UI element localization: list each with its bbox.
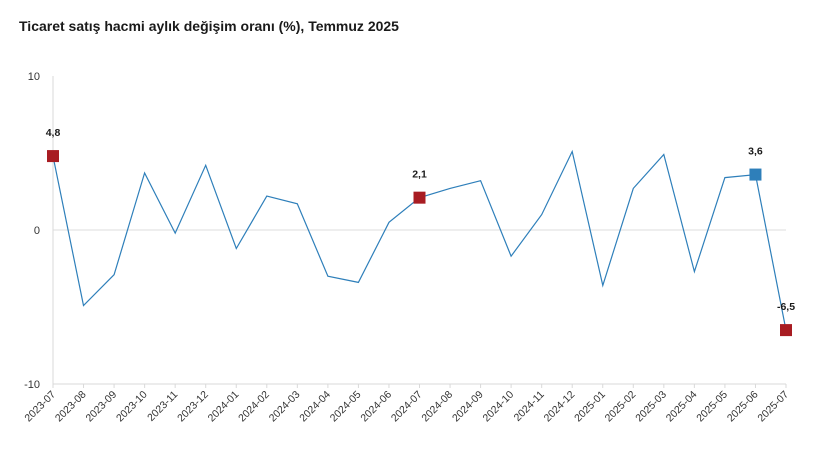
x-tick-label: 2024-06 bbox=[358, 389, 394, 425]
highlight-marker bbox=[47, 150, 59, 163]
highlight-marker bbox=[780, 324, 792, 337]
x-tick-label: 2025-01 bbox=[572, 389, 608, 425]
x-tick-label: 2024-12 bbox=[542, 389, 578, 425]
data-label: 4,8 bbox=[46, 127, 61, 139]
x-tick-label: 2024-01 bbox=[206, 389, 242, 425]
y-tick-label: 10 bbox=[28, 71, 40, 83]
x-tick-label: 2024-02 bbox=[236, 389, 272, 425]
x-tick-label: 2024-07 bbox=[389, 389, 425, 425]
highlight-marker bbox=[413, 191, 426, 204]
x-tick-label: 2024-09 bbox=[450, 389, 486, 425]
y-tick-label: -10 bbox=[24, 379, 40, 391]
axes bbox=[52, 76, 787, 388]
data-labels: 4,8 2,1 3,6 -6,5 bbox=[46, 127, 796, 313]
x-tick-label: 2024-08 bbox=[419, 389, 455, 425]
x-tick-label: 2023-09 bbox=[83, 389, 119, 425]
chart-title: Ticaret satış hacmi aylık değişim oranı … bbox=[19, 18, 399, 34]
x-tick-label: 2023-08 bbox=[53, 389, 89, 425]
data-label: 2,1 bbox=[412, 169, 427, 181]
y-tick-label: 0 bbox=[34, 225, 40, 237]
data-label: 3,6 bbox=[748, 146, 763, 158]
x-tick-label: 2023-11 bbox=[145, 389, 180, 424]
tick-labels: 100-102023-072023-082023-092023-102023-1… bbox=[22, 71, 791, 424]
x-tick-label: 2023-12 bbox=[175, 389, 211, 425]
x-tick-label: 2025-07 bbox=[755, 389, 791, 425]
data-label: -6,5 bbox=[777, 301, 795, 313]
x-tick-label: 2024-11 bbox=[512, 389, 547, 424]
x-tick-label: 2025-04 bbox=[664, 389, 700, 425]
x-tick-label: 2024-05 bbox=[328, 389, 364, 425]
x-tick-label: 2024-04 bbox=[297, 389, 333, 425]
x-tick-label: 2025-05 bbox=[694, 389, 730, 425]
x-tick-label: 2025-02 bbox=[603, 389, 639, 425]
highlight-marker bbox=[749, 168, 762, 181]
x-tick-label: 2023-10 bbox=[114, 389, 150, 425]
x-tick-label: 2024-03 bbox=[267, 389, 303, 425]
x-tick-label: 2025-06 bbox=[725, 389, 761, 425]
x-tick-label: 2025-03 bbox=[633, 389, 669, 425]
x-tick-label: 2024-10 bbox=[481, 389, 517, 425]
highlight-markers bbox=[47, 150, 792, 337]
x-tick-label: 2023-07 bbox=[22, 389, 58, 425]
